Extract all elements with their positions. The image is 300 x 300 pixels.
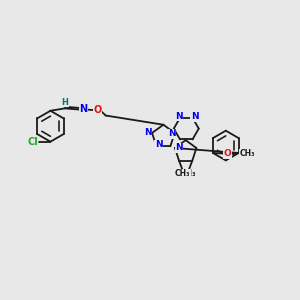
Text: H: H [61, 98, 68, 107]
Text: N: N [144, 128, 152, 137]
Text: CH₃: CH₃ [175, 169, 190, 178]
Text: O: O [223, 149, 231, 158]
Text: N: N [191, 112, 198, 121]
Text: N: N [175, 143, 183, 152]
Text: O: O [93, 105, 101, 115]
Text: Cl: Cl [27, 137, 38, 147]
Text: N: N [175, 112, 182, 121]
Text: CH₃: CH₃ [239, 149, 255, 158]
Text: N: N [155, 140, 162, 149]
Text: CH₃: CH₃ [181, 169, 197, 178]
Text: N: N [168, 129, 176, 138]
Text: N: N [80, 104, 88, 114]
